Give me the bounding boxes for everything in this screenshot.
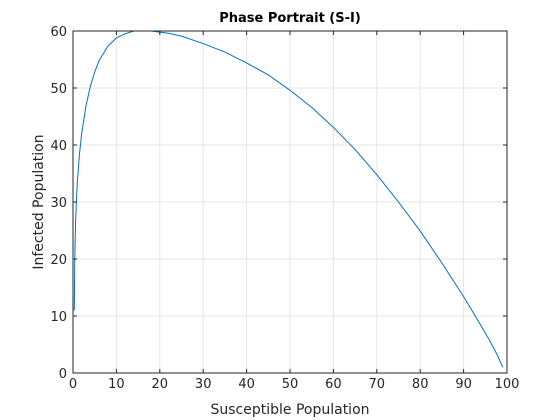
y-tick-label: 40	[50, 139, 67, 154]
y-tick-label: 10	[50, 310, 67, 325]
x-tick-label: 60	[325, 377, 342, 392]
x-tick-label: 50	[282, 377, 299, 392]
x-tick-label: 30	[195, 377, 212, 392]
chart-title: Phase Portrait (S-I)	[219, 11, 361, 26]
x-tick-label: 20	[152, 377, 169, 392]
x-tick-label: 100	[495, 377, 520, 392]
x-tick-label: 70	[369, 377, 386, 392]
y-tick-label: 20	[50, 253, 67, 268]
x-tick-label: 80	[412, 377, 429, 392]
si-trajectory-line	[73, 30, 504, 368]
y-tick-label: 0	[59, 367, 67, 382]
x-tick-labels: 0 10 20 30 40 50 60 70 80 90 100	[69, 377, 520, 392]
ticks	[72, 30, 508, 374]
y-tick-labels: 0 10 20 30 40 50 60	[50, 25, 67, 382]
x-tick-label: 0	[69, 377, 77, 392]
y-tick-label: 30	[50, 196, 67, 211]
y-tick-label: 60	[50, 25, 67, 40]
series-layer	[73, 30, 504, 368]
x-axis-label: Susceptible Population	[210, 402, 369, 418]
y-tick-label: 50	[50, 82, 67, 97]
x-tick-label: 90	[455, 377, 472, 392]
x-tick-label: 40	[238, 377, 255, 392]
y-axis-label: Infected Population	[31, 134, 47, 269]
grid	[72, 30, 508, 374]
x-tick-label: 10	[108, 377, 125, 392]
